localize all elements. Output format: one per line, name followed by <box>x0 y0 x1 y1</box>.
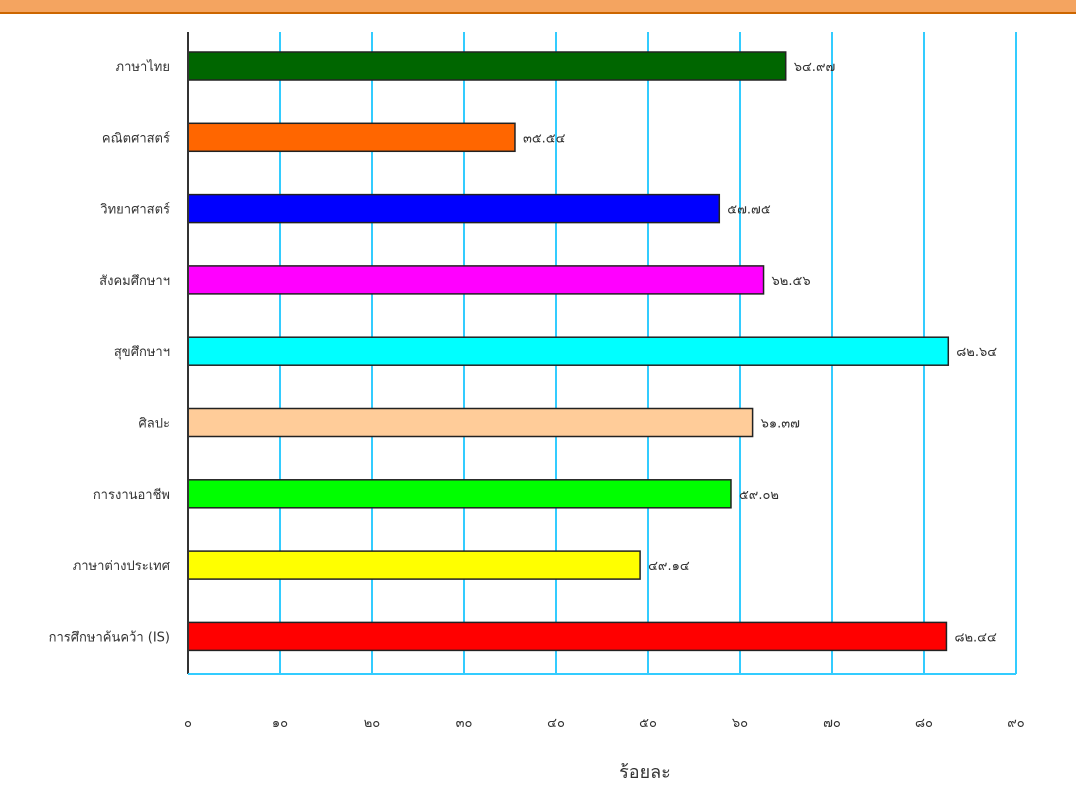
category-label: ภาษาต่างประเทศ <box>73 559 171 574</box>
data-label: ๖๑.๓๗ <box>761 417 800 432</box>
category-label: คณิตศาสตร์ <box>102 130 170 146</box>
bar <box>187 550 641 580</box>
x-tick-label: ๙๐ <box>1007 716 1025 731</box>
x-tick-label: ๗๐ <box>823 716 841 731</box>
data-label: ๕๙.๐๒ <box>739 488 779 503</box>
bar <box>187 265 765 295</box>
category-label: การงานอาชีพ <box>93 487 170 503</box>
category-label: สุขศึกษาฯ <box>114 345 170 360</box>
data-label: ๓๕.๕๔ <box>523 131 566 146</box>
bar <box>187 336 950 366</box>
category-label: ศิลปะ <box>139 417 170 432</box>
bars <box>187 51 950 652</box>
axes <box>187 32 1016 675</box>
x-tick-label: ๑๐ <box>272 716 288 731</box>
x-tick-label: ๔๐ <box>547 716 565 731</box>
bar <box>187 122 516 153</box>
bar <box>187 479 732 509</box>
data-label: ๕๗.๗๕ <box>727 203 771 218</box>
category-label: ภาษาไทย <box>116 59 170 75</box>
data-label: ๘๒.๖๔ <box>956 345 997 360</box>
data-label: ๖๔.๙๗ <box>794 60 836 75</box>
x-tick-label: ๕๐ <box>639 716 657 731</box>
bar <box>187 51 787 81</box>
x-tick-label: ๐ <box>184 716 192 731</box>
data-label: ๘๒.๔๔ <box>954 630 997 645</box>
x-axis-title: ร้อยละ <box>619 762 671 783</box>
header-band-line <box>0 12 1076 14</box>
labels: ๐ ๑๐ ๒๐ ๓๐ ๔๐ ๕๐ ๖๐ ๗๐ ๘๐ ๙๐ ภาษาไทย ๖๔.๙๗คณิตศาสตร… <box>49 59 1025 731</box>
bar <box>187 621 948 652</box>
x-tick-label: ๓๐ <box>456 716 473 731</box>
category-label: วิทยาศาสตร์ <box>100 202 170 218</box>
category-label: สังคมศึกษาฯ <box>99 274 170 289</box>
header-band <box>0 0 1076 14</box>
bar <box>187 407 754 438</box>
data-label: ๔๙.๑๔ <box>648 559 690 574</box>
data-label: ๖๒.๕๖ <box>772 274 811 289</box>
x-tick-label: ๒๐ <box>364 716 381 731</box>
bar <box>187 193 721 224</box>
category-label: การศึกษาค้นคว้า (IS) <box>49 630 170 645</box>
x-tick-label: ๘๐ <box>915 716 933 731</box>
x-tick-label: ๖๐ <box>732 716 748 731</box>
